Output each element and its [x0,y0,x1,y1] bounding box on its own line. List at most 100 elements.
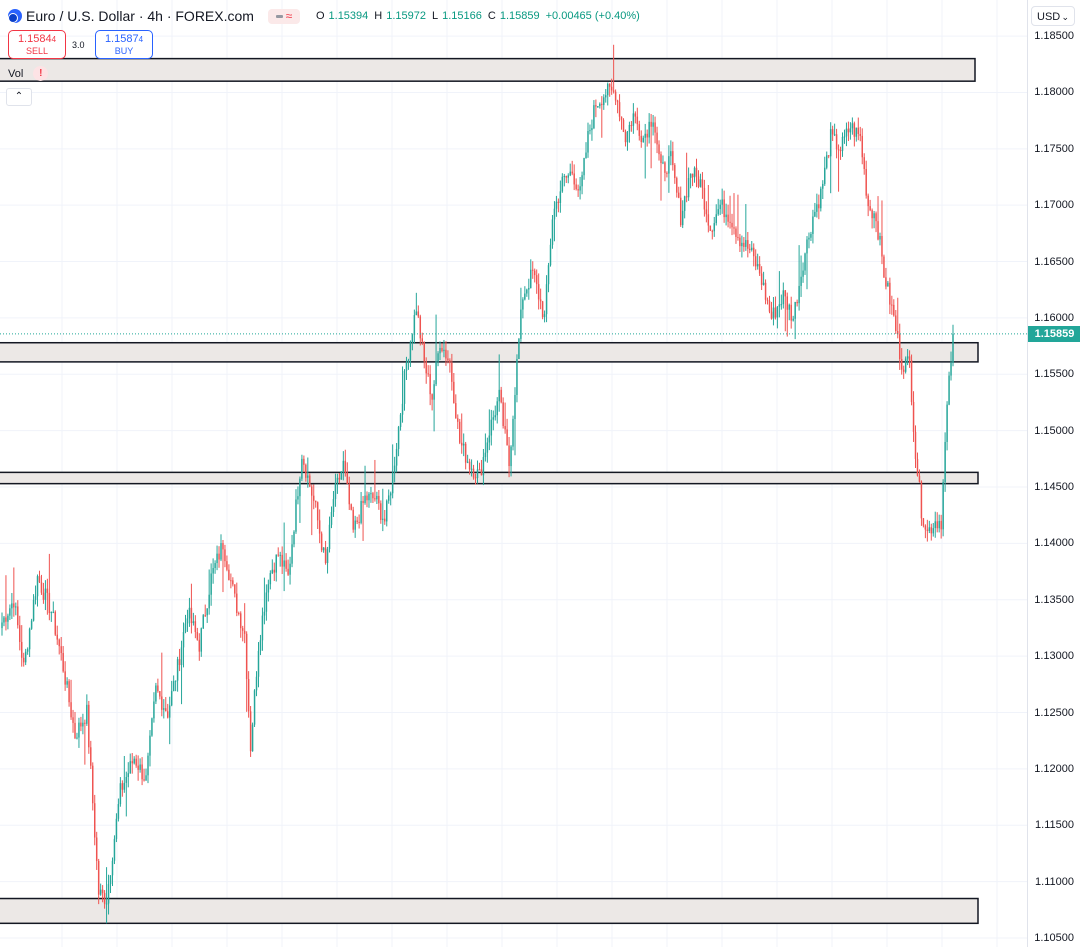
compare-toggle[interactable]: ≈ [267,8,300,24]
candle-body [678,192,680,198]
candle-body [174,680,177,682]
candle [137,755,139,781]
symbol-title[interactable]: Euro / U.S. Dollar · 4h · FOREX.com [26,8,254,24]
eurusd-flag-icon [8,9,22,23]
candle-body [524,293,526,300]
candle [867,193,869,217]
candle-body [747,240,749,249]
candle-body [462,443,465,446]
candle-body [579,186,581,191]
candle [902,365,905,379]
candle-body [103,892,106,904]
candle [403,369,406,411]
candle [417,305,420,319]
candle-body [157,685,159,692]
candle [232,577,234,587]
candle-body [74,722,76,739]
candle-body [539,299,542,302]
candle [881,200,883,265]
candle-body [614,91,617,101]
candle [159,690,161,700]
candle-body [417,311,420,317]
candle-body [936,521,938,529]
candle-body [723,199,725,218]
volume-indicator[interactable]: Vol ! [8,66,49,81]
candle-body [269,573,272,585]
candle [559,180,562,213]
candle-body [312,495,315,501]
candle-body [407,360,410,363]
candle-body [56,634,58,640]
candle-body [804,253,806,271]
candle-body [387,495,390,501]
candle-body [5,617,7,622]
candle-body [589,130,591,132]
candle [309,473,311,488]
candle [166,703,169,719]
candle [644,123,646,179]
candle-body [912,401,915,432]
candle-body [202,615,204,629]
sell-button[interactable]: 1.15844 SELL [8,30,66,59]
warning-icon[interactable]: ! [33,66,49,81]
candle-body [301,458,303,479]
candle [387,489,390,504]
chart-area[interactable] [0,0,1027,947]
support-resistance-zone[interactable] [0,57,976,82]
buy-button[interactable]: 1.15874 BUY [95,30,153,59]
candle [656,126,658,154]
candle [399,412,402,431]
candle [679,186,682,227]
candle [944,432,946,492]
candle [462,433,465,457]
price-tick-label: 1.10500 [1034,931,1074,944]
candle [549,238,552,267]
candle-body [484,452,487,458]
candle [295,489,297,534]
candle [752,243,755,267]
candle [324,540,327,565]
candlestick-chart[interactable] [0,0,1027,947]
candle [52,601,55,614]
candle [267,579,270,602]
support-resistance-zone[interactable] [0,897,979,925]
candle [774,296,777,320]
collapse-legend-button[interactable]: ⌃ [6,88,32,106]
candle [650,113,652,169]
candle-body [66,681,68,685]
candle-body [741,242,743,247]
candle [640,130,643,148]
candle [78,717,80,748]
support-resistance-zone[interactable] [0,341,979,363]
candle [283,522,285,592]
candle-body [26,649,29,652]
currency-selector[interactable]: USD ⌄ [1031,6,1075,26]
candle-body [326,549,329,564]
candle-body [129,761,131,774]
candle [117,798,120,822]
candle [595,99,597,118]
candle [496,397,498,424]
ohlc-values: O 1.15394 H 1.15972 L 1.15166 C 1.15859 +0.0… [315,10,640,22]
candle [354,515,356,538]
candle [674,163,676,184]
candle-body [431,394,433,400]
candle-body [11,603,13,609]
candle [932,523,935,537]
support-resistance-zone[interactable] [0,471,979,485]
candle [539,288,542,310]
candle [281,546,283,574]
price-axis[interactable]: USD ⌄ 1.18500 1.18000 1.17500 1.17000 1.1650… [1027,0,1080,947]
candle-body [770,311,773,319]
candle-body [105,903,108,905]
candle [563,173,566,187]
candle [176,656,179,692]
candle [480,459,483,476]
candle-body [528,287,530,290]
candle [393,456,396,483]
candle [624,129,627,147]
candle [265,584,268,621]
candle [835,128,838,159]
candle-body [587,130,589,153]
